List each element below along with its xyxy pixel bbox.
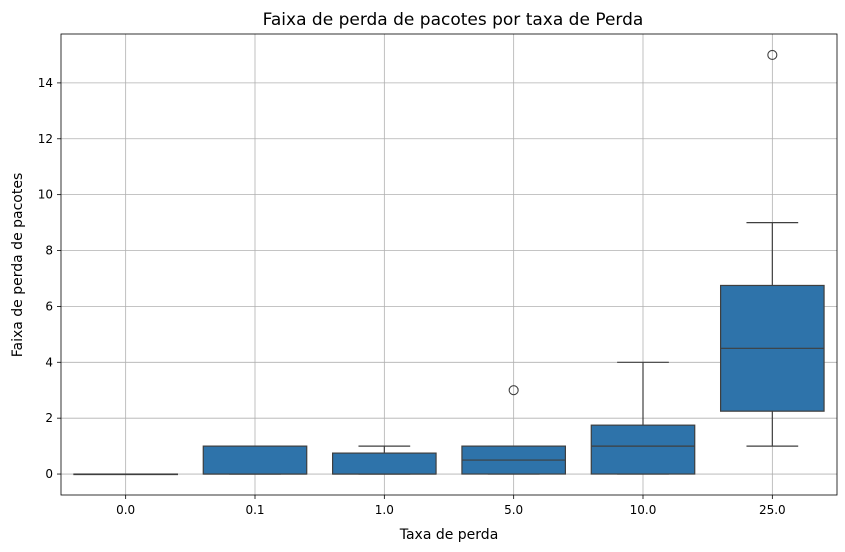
y-tick-label: 2 — [45, 411, 53, 425]
outlier-point — [767, 49, 778, 61]
x-tick-label: 0.0 — [116, 503, 135, 517]
x-axis: 0.0 0.1 1.0 5.0 10.0 25.0 — [116, 495, 786, 517]
x-tick-label: 5.0 — [504, 503, 523, 517]
y-tick-label: 8 — [45, 244, 53, 258]
y-tick-label: 4 — [45, 355, 53, 369]
plot-frame — [60, 33, 838, 496]
x-axis-label: Taxa de perda — [399, 527, 499, 543]
x-tick-label: 0.1 — [245, 503, 264, 517]
y-tick-label: 6 — [45, 299, 53, 313]
box-layer — [73, 49, 825, 476]
y-tick-label: 14 — [38, 76, 53, 90]
outlier-point — [508, 385, 519, 396]
x-tick-label: 1.0 — [375, 503, 394, 517]
y-tick-label: 12 — [38, 132, 53, 146]
x-tick-label: 25.0 — [759, 503, 786, 517]
chart-title: Faixa de perda de pacotes por taxa de Pe… — [263, 10, 644, 30]
y-tick-label: 0 — [45, 467, 53, 481]
box-10.0 — [590, 424, 696, 475]
box-0.1 — [202, 445, 308, 475]
grid-layer — [61, 34, 837, 495]
y-tick-label: 10 — [38, 188, 53, 202]
y-axis-label: Faixa de perda de pacotes — [10, 173, 26, 358]
box-1.0 — [332, 452, 437, 475]
y-axis: 0 2 4 6 8 10 12 14 — [38, 76, 61, 481]
x-tick-label: 10.0 — [630, 503, 657, 517]
